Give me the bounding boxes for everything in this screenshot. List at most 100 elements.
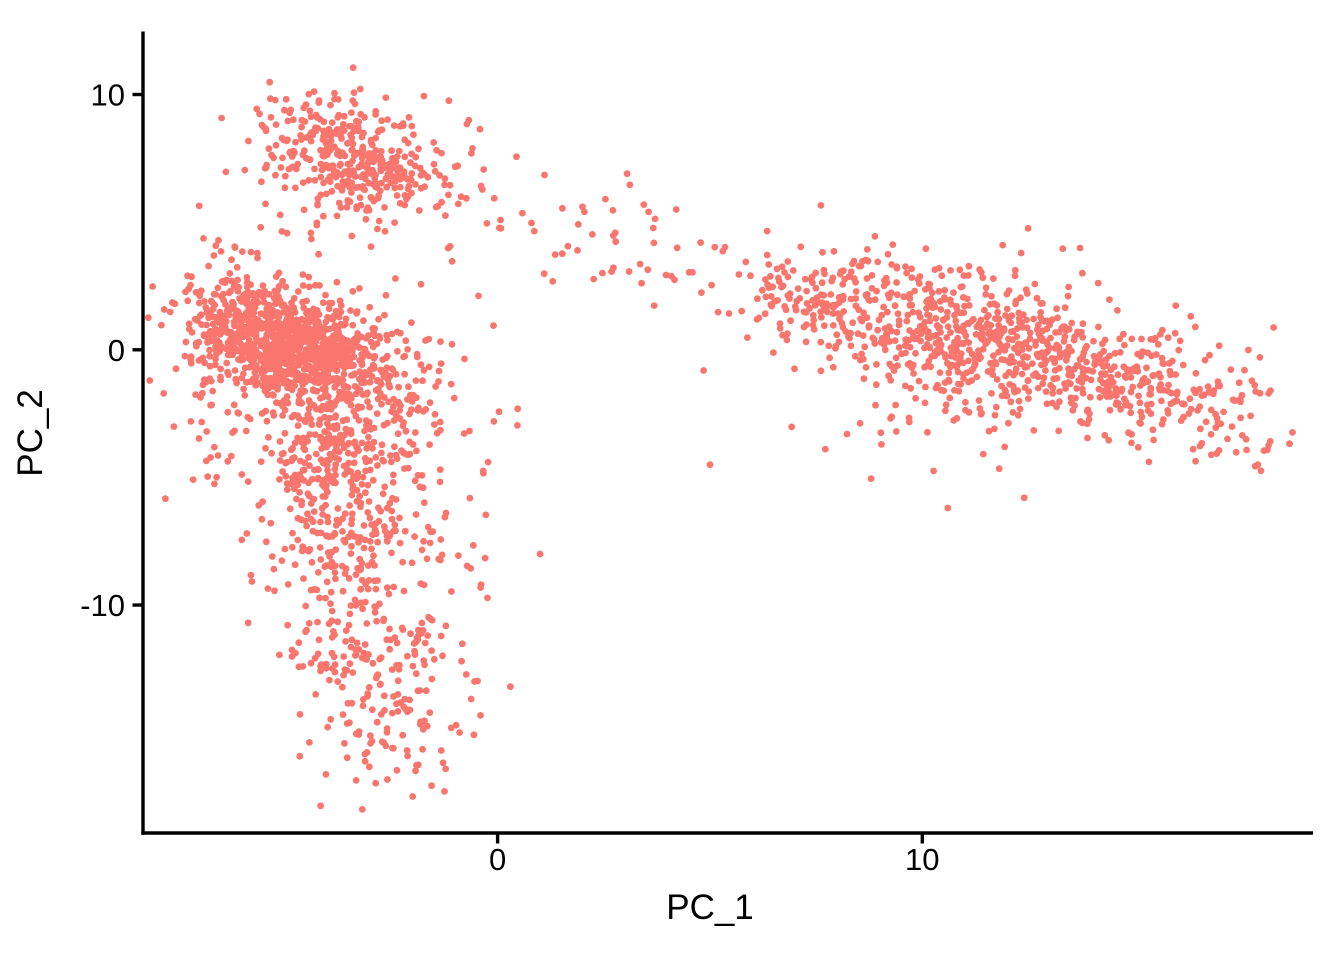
data-point (238, 471, 246, 478)
data-point (317, 667, 324, 675)
data-point (228, 341, 236, 348)
data-point (300, 206, 308, 214)
data-point (1060, 338, 1068, 345)
data-point (843, 430, 851, 438)
data-point (1169, 357, 1176, 365)
data-point (383, 183, 391, 191)
data-point (270, 391, 277, 399)
data-point (352, 777, 360, 784)
data-point (208, 298, 216, 306)
data-point (263, 344, 270, 352)
data-point (1037, 300, 1045, 307)
data-point (559, 204, 566, 212)
data-point (1079, 369, 1087, 377)
data-point (338, 439, 346, 447)
data-point (403, 451, 411, 458)
data-point (369, 325, 377, 332)
data-point (649, 224, 657, 232)
data-point (331, 530, 339, 538)
data-point (1079, 385, 1086, 393)
data-point (393, 766, 401, 774)
data-point (599, 269, 606, 277)
data-point (206, 362, 214, 370)
data-point (419, 377, 426, 385)
data-point (863, 314, 871, 322)
data-point (1096, 394, 1104, 401)
data-point (887, 376, 895, 384)
data-point (181, 352, 189, 360)
data-point (411, 429, 419, 436)
data-point (447, 380, 455, 388)
data-point (450, 394, 458, 402)
data-point (1030, 427, 1038, 434)
data-point (307, 376, 315, 384)
data-point (314, 344, 322, 352)
data-point (495, 408, 503, 416)
data-point (363, 655, 370, 663)
data-point (296, 711, 304, 718)
data-point (981, 324, 989, 331)
data-point (907, 384, 915, 392)
data-point (1191, 323, 1199, 331)
data-point (408, 319, 415, 326)
data-point (988, 292, 995, 300)
data-point (417, 361, 425, 369)
data-point (1206, 351, 1213, 359)
data-point (623, 170, 631, 178)
data-point (413, 394, 420, 402)
data-point (441, 181, 448, 189)
data-point (352, 571, 360, 579)
data-point (230, 401, 238, 409)
data-point (295, 347, 302, 355)
data-point (1017, 294, 1024, 302)
data-point (458, 657, 465, 665)
data-point (650, 239, 658, 247)
data-point (891, 337, 899, 344)
data-point (323, 354, 330, 362)
data-point (258, 515, 266, 523)
data-point (935, 288, 943, 295)
data-point (906, 343, 914, 351)
data-point (855, 306, 863, 314)
data-point (430, 655, 438, 663)
data-point (977, 410, 985, 418)
data-point (284, 117, 292, 125)
data-point (609, 206, 617, 214)
data-point (991, 411, 999, 419)
data-point (426, 539, 434, 547)
data-point (938, 272, 946, 280)
data-point (391, 173, 399, 181)
data-point (551, 251, 559, 258)
data-point (209, 320, 217, 328)
data-point (847, 329, 854, 337)
data-point (1113, 399, 1121, 406)
data-point (347, 602, 355, 609)
data-point (331, 425, 339, 433)
data-point (673, 244, 681, 252)
data-point (431, 410, 439, 418)
data-point (396, 183, 404, 191)
data-point (283, 480, 291, 487)
data-point (1010, 371, 1017, 379)
data-point (924, 428, 931, 436)
data-point (348, 109, 355, 116)
data-point (767, 272, 774, 280)
data-point (1152, 351, 1160, 358)
data-point (241, 364, 249, 372)
data-point (350, 408, 358, 415)
data-point (1041, 360, 1049, 368)
data-point (435, 378, 442, 385)
data-point (253, 292, 261, 299)
data-point (281, 371, 289, 379)
data-point (283, 486, 291, 493)
data-point (957, 350, 965, 357)
data-point (257, 458, 265, 465)
data-point (968, 367, 975, 375)
data-point (1002, 372, 1010, 380)
data-point (192, 288, 200, 296)
data-point (413, 447, 420, 455)
data-point (381, 311, 388, 319)
data-point (401, 136, 409, 144)
data-point (1231, 397, 1239, 405)
data-point (383, 504, 391, 512)
